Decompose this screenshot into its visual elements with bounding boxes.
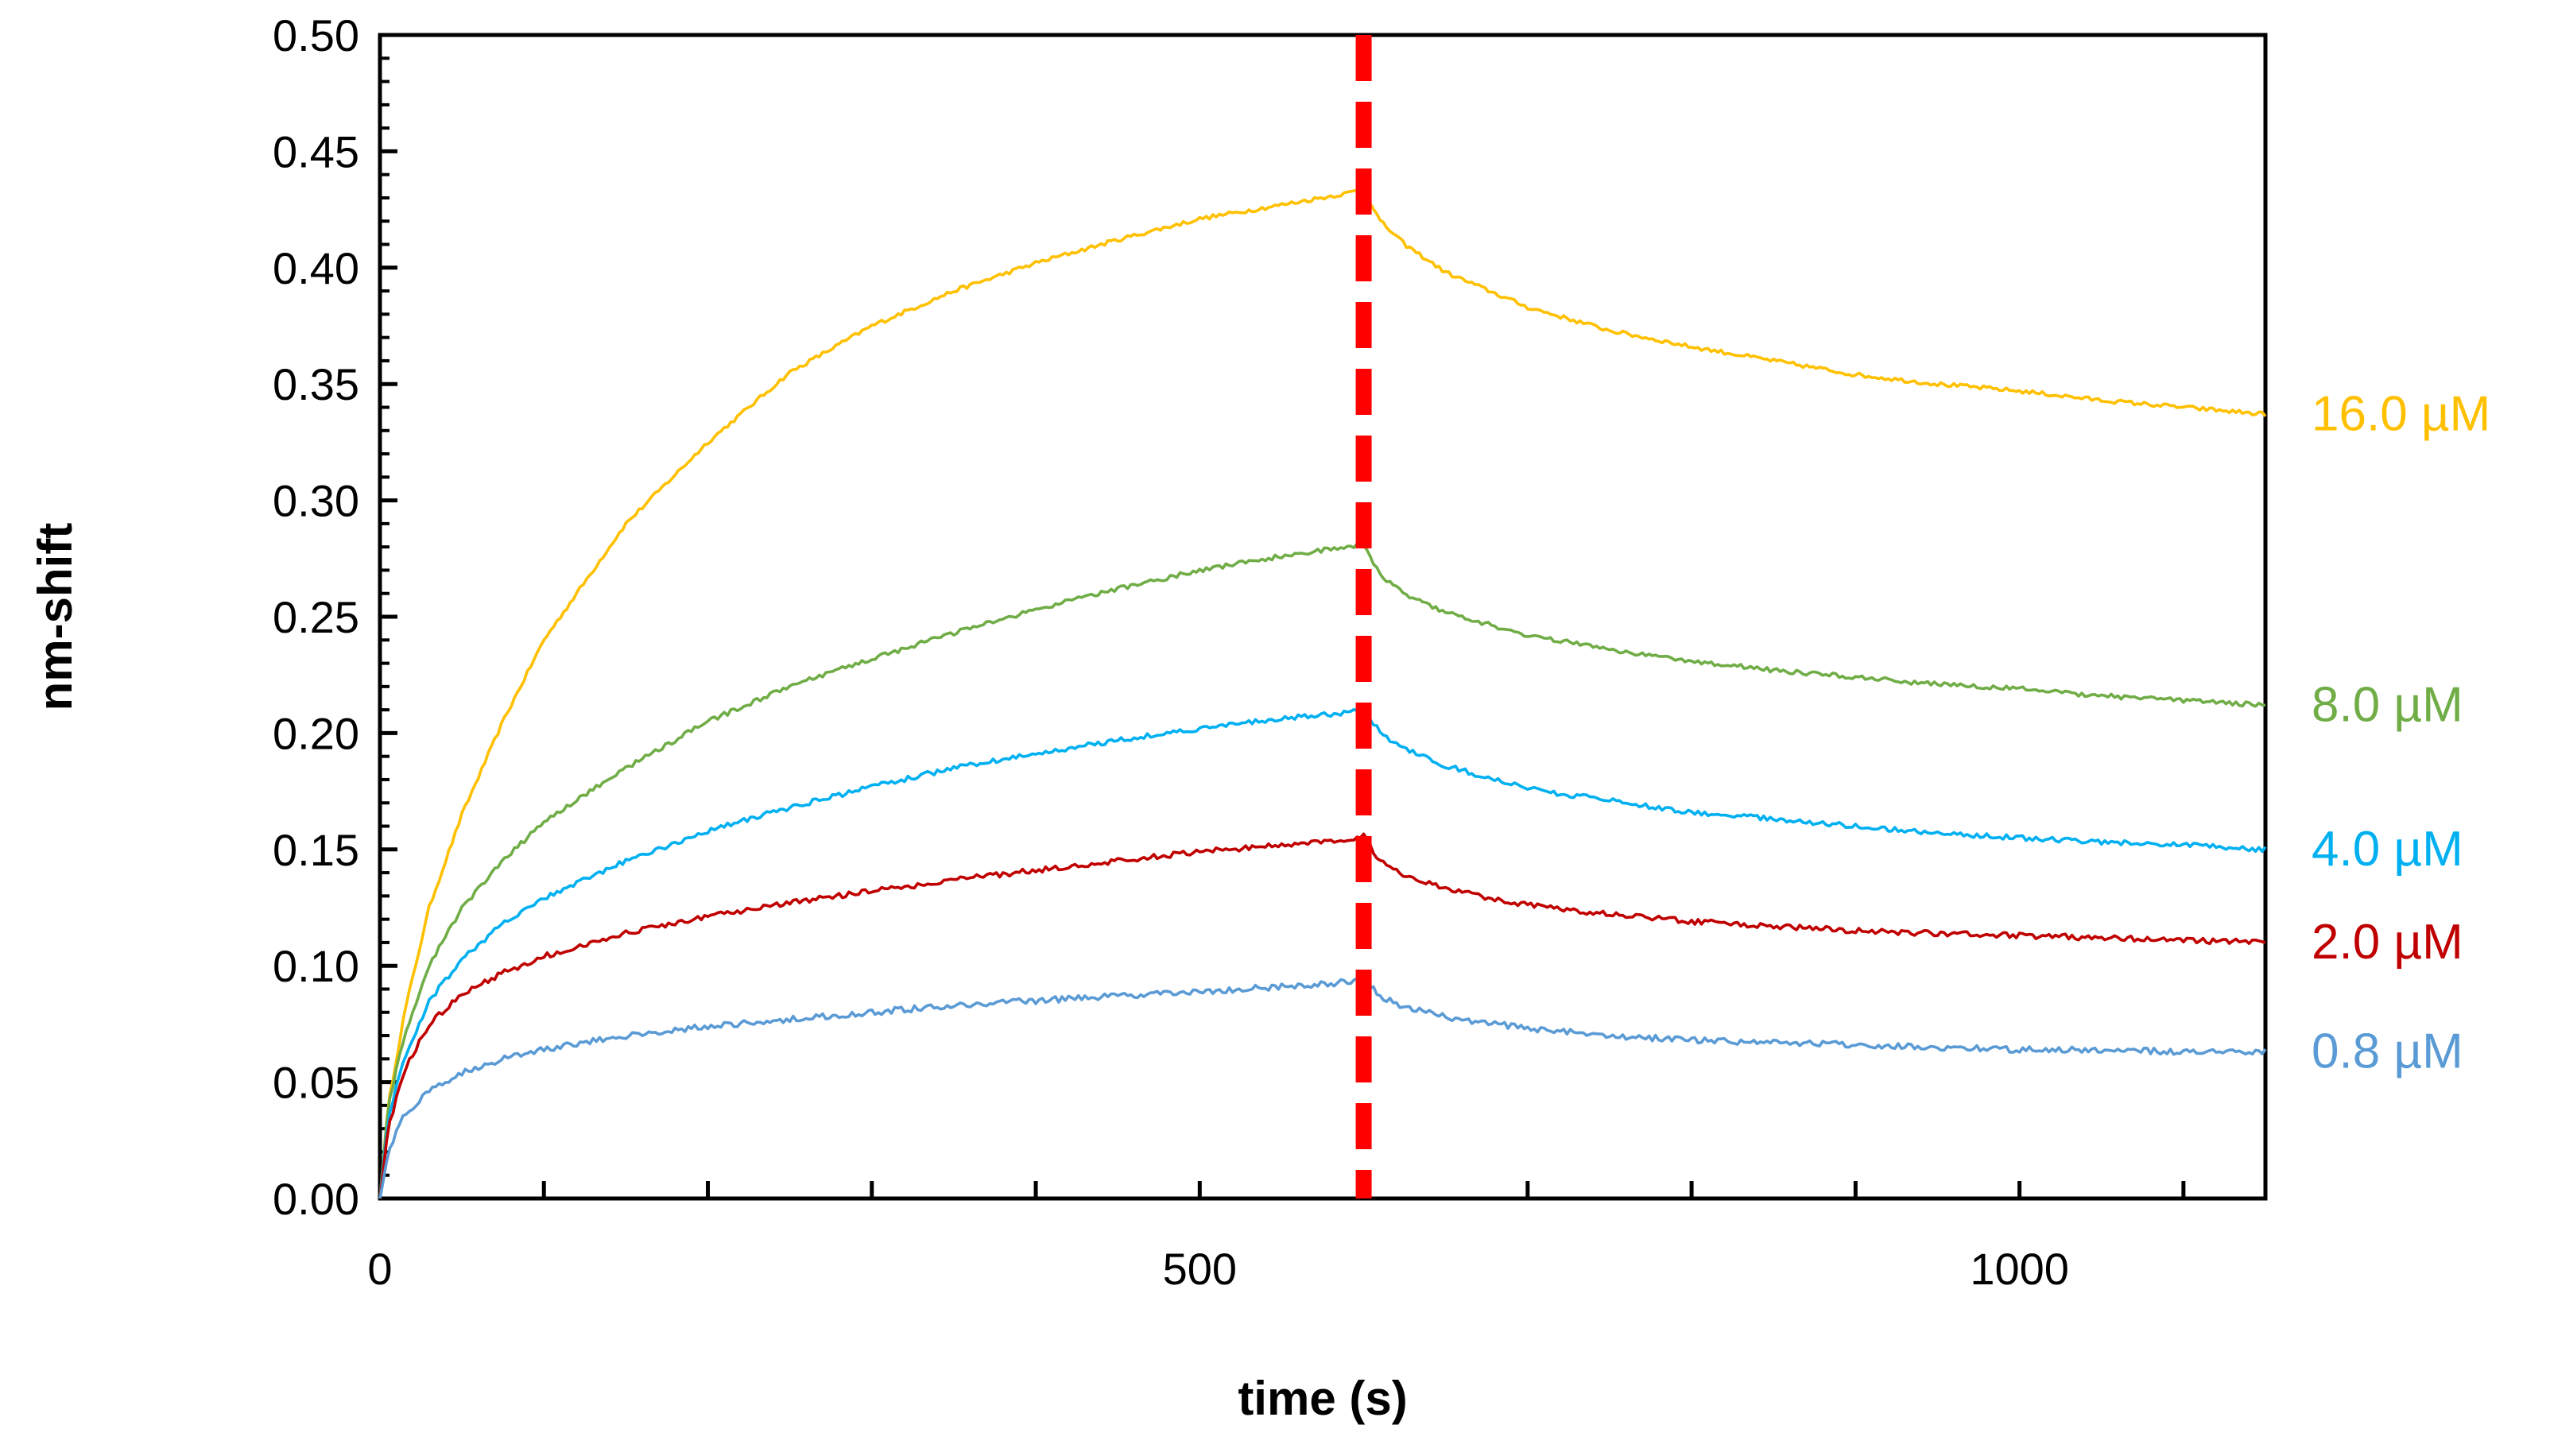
y-tick-label: 0.25: [273, 592, 359, 642]
series-line: [378, 187, 2267, 1199]
y-tick-label: 0.35: [273, 359, 359, 409]
series-label: 8.0 µM: [2312, 677, 2463, 732]
x-tick-label: 1000: [1970, 1244, 2069, 1294]
y-tick-label: 0.40: [273, 243, 359, 293]
x-axis-ticks: 0 500 1000: [367, 1181, 2186, 1294]
series-label: 0.8 µM: [2312, 1024, 2463, 1079]
series-labels: 16.0 µM 8.0 µM 4.0 µM 2.0 µM 0.8 µM: [2312, 386, 2490, 1078]
y-tick-label: 0.15: [273, 825, 359, 875]
x-tick-label: 500: [1163, 1244, 1237, 1294]
y-tick-label: 0.20: [273, 708, 359, 758]
x-tick-label: 0: [367, 1244, 392, 1294]
series-line: [378, 976, 2267, 1199]
y-tick-label: 0.30: [273, 476, 359, 526]
x-axis-title: time (s): [1238, 1372, 1407, 1425]
series-line: [378, 541, 2266, 1199]
y-axis-title: nm-shift: [29, 523, 82, 711]
series-label: 4.0 µM: [2312, 822, 2463, 877]
y-tick-label: 0.50: [273, 10, 359, 60]
series-line: [378, 703, 2267, 1199]
y-axis-ticks: 0.00 0.05 0.10 0.15 0.20 0.25 0.30 0.35 0.40 0.45…: [273, 10, 397, 1224]
plot-area-frame: [378, 33, 2268, 1201]
y-tick-label: 0.00: [273, 1174, 359, 1224]
y-tick-label: 0.05: [273, 1058, 359, 1108]
series-line: [378, 832, 2266, 1199]
series-label: 2.0 µM: [2312, 915, 2463, 970]
y-tick-label: 0.45: [273, 126, 359, 176]
y-tick-label: 0.10: [273, 941, 359, 991]
series-label: 16.0 µM: [2312, 386, 2490, 441]
series-layer: [378, 187, 2267, 1199]
